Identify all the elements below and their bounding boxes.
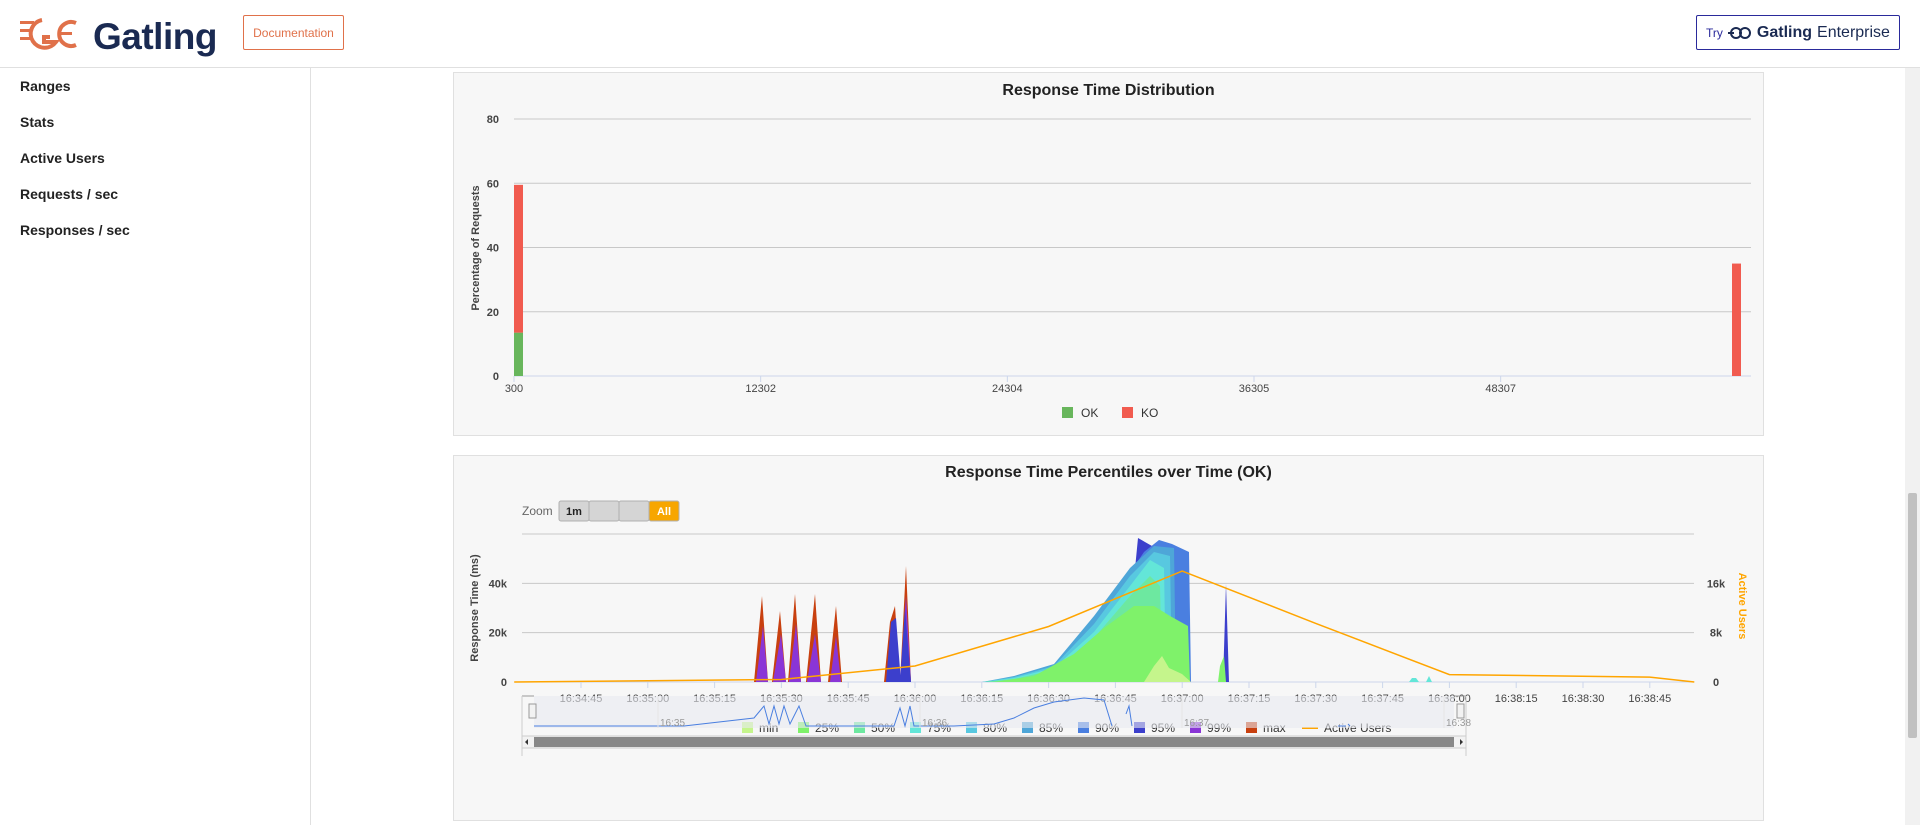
percentiles-chart-title: Response Time Percentiles over Time (OK) xyxy=(945,464,1272,481)
distribution-y-ticks: 0 20 40 60 80 xyxy=(487,114,499,383)
sidebar: Ranges Stats Active Users Requests / sec… xyxy=(0,68,311,825)
navigator-scroll-right-icon[interactable] xyxy=(1460,739,1463,745)
page-scrollbar[interactable] xyxy=(1905,68,1920,825)
y2-tick-label: 8k xyxy=(1710,628,1723,640)
distribution-chart-title: Response Time Distribution xyxy=(1002,82,1215,99)
distribution-legend: OK KO xyxy=(1062,406,1158,420)
bar-ok-300 xyxy=(514,332,523,376)
zoom-button-blank-1[interactable] xyxy=(588,500,620,522)
legend-swatch-ko[interactable] xyxy=(1122,407,1133,418)
bar-ko-60000 xyxy=(1732,263,1741,376)
gatling-logo-icon xyxy=(20,18,77,50)
x-tick-label: 12302 xyxy=(745,383,776,395)
percentiles-y-axis-label: Response Time (ms) xyxy=(469,554,481,662)
percentiles-chart: Zoom 1m All 0 20k 40k 0 8k 16k xyxy=(469,500,1748,756)
enterprise-brand-label: Gatling xyxy=(1756,23,1813,41)
navigator-left-handle[interactable] xyxy=(528,703,537,719)
legend-label-ko[interactable]: KO xyxy=(1141,406,1158,420)
distribution-y-axis-label: Percentage of Requests xyxy=(470,185,482,310)
y-tick-label: 40 xyxy=(487,243,499,255)
sidebar-item-stats[interactable]: Stats xyxy=(20,114,55,130)
y-tick-label: 20k xyxy=(489,628,508,640)
series-25-area xyxy=(994,606,1226,682)
gatling-mark-icon xyxy=(1727,26,1751,39)
enterprise-sub-label: Enterprise xyxy=(1817,23,1890,41)
zoom-controls: 1m All xyxy=(558,500,680,522)
x-tick-label: 300 xyxy=(505,383,523,395)
percentiles-y-ticks: 0 20k 40k xyxy=(489,578,508,689)
distribution-x-ticks: 300 12302 24304 36305 48307 xyxy=(505,376,1516,395)
y-tick-label: 20 xyxy=(487,307,499,319)
y-tick-label: 40k xyxy=(489,578,508,590)
zoom-button-blank-2[interactable] xyxy=(618,500,650,522)
x-tick-label: 24304 xyxy=(992,383,1023,395)
distribution-chart: 0 20 40 60 80 300 12302 24304 36305 48307 Percen… xyxy=(470,114,1751,420)
response-time-distribution-panel: Response Time Distribution 0 20 40 60 80 300… xyxy=(453,72,1764,436)
try-enterprise-button[interactable]: Try Gatling Enterprise xyxy=(1696,15,1900,50)
y2-tick-label: 0 xyxy=(1713,677,1719,689)
sidebar-item-requests-sec[interactable]: Requests / sec xyxy=(20,186,119,202)
time-navigator[interactable]: 16:35 16:36 16:37 16:38 xyxy=(521,695,1471,756)
navigator-right-handle[interactable] xyxy=(1456,703,1465,719)
y-tick-label: 60 xyxy=(487,178,499,190)
gatling-logo[interactable]: Gatling xyxy=(20,14,225,57)
enterprise-try-label: Try xyxy=(1706,25,1723,40)
distribution-gridlines xyxy=(514,118,1751,377)
legend-label-ok[interactable]: OK xyxy=(1081,406,1098,420)
brand-name: Gatling xyxy=(93,16,217,57)
navigator-series xyxy=(534,697,1351,728)
active-users-line xyxy=(514,570,1695,683)
documentation-button[interactable]: Documentation xyxy=(243,15,344,50)
x-tick-label: 16:38:30 xyxy=(1562,693,1605,705)
series-min-area xyxy=(1144,656,1191,682)
percentiles-y2-axis-label: Active Users xyxy=(1736,573,1748,640)
zoom-button-label: All xyxy=(657,506,671,518)
series-tail-area xyxy=(1409,676,1432,682)
navigator-time-label: 16:36 xyxy=(922,718,947,729)
distribution-bars xyxy=(514,184,1741,376)
sidebar-item-responses-sec[interactable]: Responses / sec xyxy=(20,222,130,238)
response-time-percentiles-panel: Response Time Percentiles over Time (OK)… xyxy=(453,455,1764,821)
navigator-time-label: 16:35 xyxy=(660,718,685,729)
sidebar-item-ranges[interactable]: Ranges xyxy=(20,78,71,94)
y-tick-label: 80 xyxy=(487,114,499,126)
navigator-time-labels: 16:35 16:36 16:37 16:38 xyxy=(657,696,1471,729)
top-bar: Gatling Documentation Try Gatling Enterp… xyxy=(0,0,1920,68)
y2-tick-label: 16k xyxy=(1707,578,1726,590)
y-tick-label: 0 xyxy=(501,677,507,689)
navigator-time-label: 16:38 xyxy=(1446,718,1471,729)
zoom-button-label: 1m xyxy=(566,506,582,518)
navigator-time-label: 16:37 xyxy=(1184,718,1209,729)
x-tick-label: 48307 xyxy=(1485,383,1516,395)
navigator-scrollbar-thumb[interactable] xyxy=(534,737,1454,747)
percentile-areas xyxy=(754,538,1432,682)
zoom-label: Zoom xyxy=(522,504,553,518)
bar-ko-300 xyxy=(514,184,523,333)
series-99-area xyxy=(756,596,911,682)
zoom-button-all[interactable] xyxy=(648,500,680,522)
x-tick-label: 16:38:15 xyxy=(1495,693,1538,705)
legend-swatch-ok[interactable] xyxy=(1062,407,1073,418)
sidebar-item-active-users[interactable]: Active Users xyxy=(20,150,105,166)
scrollbar-thumb[interactable] xyxy=(1908,493,1917,738)
percentiles-y2-ticks: 0 8k 16k xyxy=(1707,578,1726,689)
x-tick-label: 16:38:45 xyxy=(1628,693,1671,705)
y-tick-label: 0 xyxy=(493,371,499,383)
navigator-scroll-left-icon[interactable] xyxy=(525,739,528,745)
x-tick-label: 36305 xyxy=(1239,383,1270,395)
